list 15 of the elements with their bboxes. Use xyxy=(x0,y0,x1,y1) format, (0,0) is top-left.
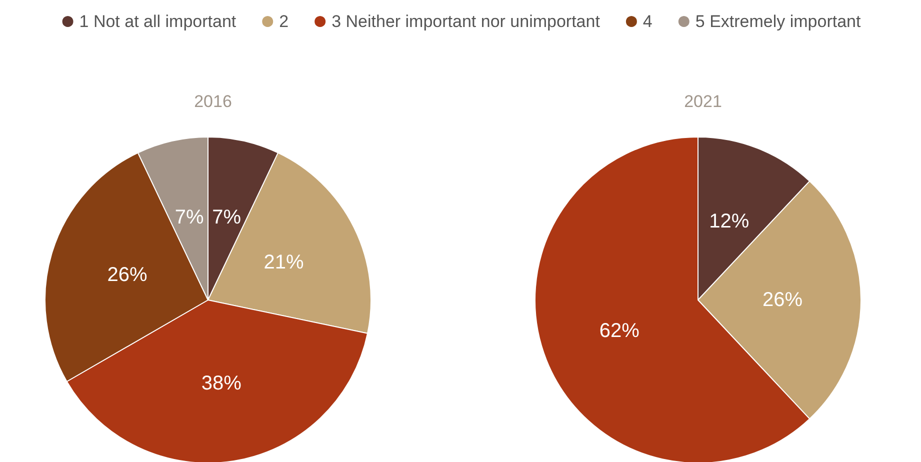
text: 2016 xyxy=(194,92,232,111)
data-label: 38% xyxy=(201,372,242,394)
data-label: 12% xyxy=(709,210,750,232)
data-label: 21% xyxy=(264,251,304,274)
chart-title: 2021 xyxy=(684,92,722,111)
data-label: 62% xyxy=(599,320,640,342)
legend-label: 1 Not at all important xyxy=(79,12,236,31)
legend-label: 2 xyxy=(279,12,289,31)
data-label: 26% xyxy=(107,264,148,286)
legend-label: 3 Neither important nor unimportant xyxy=(332,12,600,31)
legend-label: 5 Extremely important xyxy=(695,12,862,31)
data-label: 7% xyxy=(212,206,242,229)
data-label: 7% xyxy=(174,206,204,229)
legend-label: 4 xyxy=(642,12,652,31)
data-label: 26% xyxy=(762,289,803,311)
